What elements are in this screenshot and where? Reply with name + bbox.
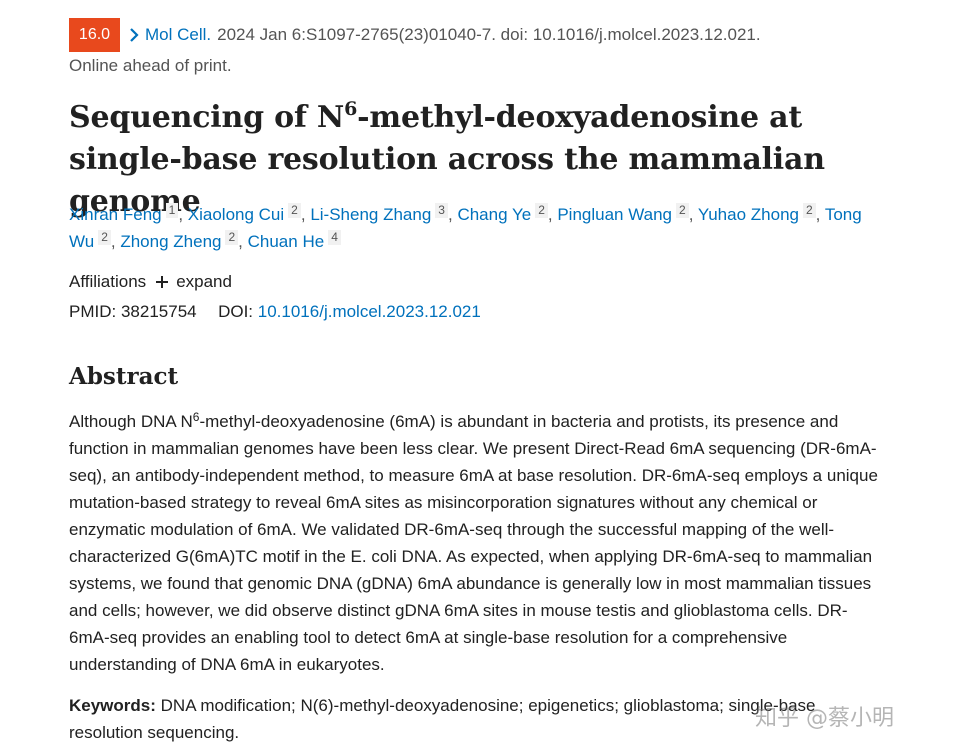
watermark: 知乎 @蔡小明 <box>755 706 894 731</box>
affiliation-number[interactable]: 2 <box>535 203 548 218</box>
expand-affiliations-button[interactable]: expand <box>176 272 232 291</box>
author-link[interactable]: Li-Sheng Zhang <box>310 205 432 224</box>
author-separator: , <box>447 205 458 224</box>
author-separator: , <box>815 205 825 224</box>
affiliation-number[interactable]: 3 <box>435 203 448 218</box>
affiliation-number[interactable]: 2 <box>225 230 239 245</box>
keywords: Keywords: DNA modification; N(6)-methyl-… <box>69 692 881 746</box>
author-separator: , <box>688 205 698 224</box>
pmid-value: 38215754 <box>120 302 197 321</box>
author-list: Xinran Feng 1, Xiaolong Cui 2, Li-Sheng Zh… <box>69 201 889 255</box>
keywords-label: Keywords: <box>69 696 156 715</box>
author-link[interactable]: Yuhao Zhong <box>697 205 799 224</box>
author-link[interactable]: Chuan He <box>247 232 325 251</box>
affiliations-row: Affiliations expand <box>69 272 232 292</box>
abstract-heading: Abstract <box>69 363 179 390</box>
affiliation-number[interactable]: 2 <box>676 203 689 218</box>
author-link[interactable]: Pingluan Wang <box>557 205 672 224</box>
affiliation-number[interactable]: 2 <box>98 230 111 245</box>
affiliation-number[interactable]: 2 <box>288 203 301 218</box>
pmid-label: PMID: <box>69 302 117 321</box>
author-link[interactable]: Xinran Feng <box>69 205 162 224</box>
author-separator: , <box>110 232 121 251</box>
affiliation-number[interactable]: 2 <box>802 203 816 218</box>
chevron-right-icon[interactable] <box>126 25 142 45</box>
article-title: Sequencing of N6-methyl-deoxyadenosine a… <box>69 98 825 220</box>
author-link[interactable]: Zhong Zheng <box>120 232 222 251</box>
identifiers: PMID: 38215754 DOI: 10.1016/j.molcel.202… <box>69 302 481 322</box>
author-link[interactable]: Xiaolong Cui <box>187 205 285 224</box>
keywords-text: DNA modification; N(6)-methyl-deoxyadeno… <box>69 696 816 742</box>
author-separator: , <box>547 205 558 224</box>
doi-link[interactable]: 10.1016/j.molcel.2023.12.021 <box>257 302 481 321</box>
author-link[interactable]: Tong Wu <box>69 205 862 251</box>
abstract-text: Although DNA N6-methyl-deoxyadenosine (6… <box>69 410 878 674</box>
affiliations-label: Affiliations <box>69 272 147 291</box>
citation-line: 16.0 Mol Cell. 2024 Jan 6:S1097-2765(23)… <box>69 18 761 52</box>
publication-status: Online ahead of print. <box>69 56 232 75</box>
impact-factor-badge: 16.0 <box>69 18 120 52</box>
author-link[interactable]: Chang Ye <box>457 205 532 224</box>
affiliation-number[interactable]: 4 <box>328 230 341 245</box>
affiliation-number[interactable]: 1 <box>165 203 179 218</box>
author-separator: , <box>178 205 188 224</box>
author-separator: , <box>238 232 248 251</box>
author-separator: , <box>300 205 311 224</box>
doi-label: DOI: <box>218 302 254 321</box>
citation-details: 2024 Jan 6:S1097-2765(23)01040-7. doi: 1… <box>217 25 761 44</box>
plus-icon[interactable] <box>155 275 169 289</box>
journal-link[interactable]: Mol Cell. <box>145 25 212 44</box>
